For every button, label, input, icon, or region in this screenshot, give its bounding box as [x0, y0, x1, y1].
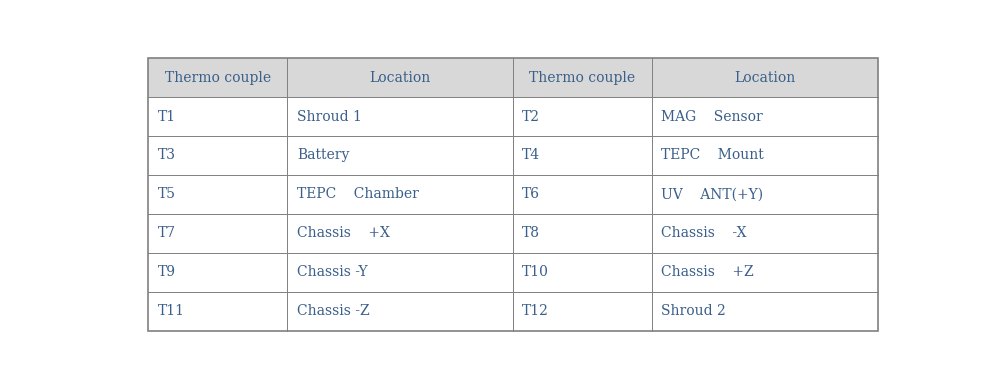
Text: Chassis    +Z: Chassis +Z [662, 265, 754, 280]
Text: Battery: Battery [296, 149, 349, 162]
Text: T8: T8 [523, 226, 541, 240]
Text: Chassis    -X: Chassis -X [662, 226, 747, 240]
Bar [514, 214, 652, 253]
Bar [148, 136, 287, 175]
Text: Chassis -Z: Chassis -Z [296, 304, 369, 318]
Text: UV    ANT(+Y): UV ANT(+Y) [662, 187, 764, 201]
Bar [652, 97, 878, 136]
Bar [652, 136, 878, 175]
Bar [514, 175, 652, 214]
Text: MAG    Sensor: MAG Sensor [662, 109, 763, 124]
Text: Thermo couple: Thermo couple [165, 70, 271, 85]
Text: Location: Location [369, 70, 430, 85]
Bar [514, 253, 652, 292]
Text: T2: T2 [523, 109, 541, 124]
Text: Shroud 2: Shroud 2 [662, 304, 726, 318]
Text: T10: T10 [523, 265, 550, 280]
Bar [514, 58, 652, 97]
Text: Chassis -Y: Chassis -Y [296, 265, 367, 280]
Text: T9: T9 [158, 265, 176, 280]
Text: T5: T5 [158, 187, 176, 201]
Bar [514, 292, 652, 331]
Text: T12: T12 [523, 304, 550, 318]
Text: T6: T6 [523, 187, 541, 201]
Bar [652, 175, 878, 214]
Text: Shroud 1: Shroud 1 [296, 109, 361, 124]
Bar [148, 58, 287, 97]
Bar [652, 253, 878, 292]
Text: TEPC    Chamber: TEPC Chamber [296, 187, 418, 201]
Bar [148, 292, 287, 331]
Bar [287, 214, 514, 253]
Text: TEPC    Mount: TEPC Mount [662, 149, 764, 162]
Text: T3: T3 [158, 149, 176, 162]
Bar [287, 136, 514, 175]
Bar [287, 97, 514, 136]
Bar [652, 292, 878, 331]
Text: T1: T1 [158, 109, 176, 124]
Bar [148, 253, 287, 292]
Text: T4: T4 [523, 149, 541, 162]
Bar [287, 253, 514, 292]
Text: T7: T7 [158, 226, 176, 240]
Bar [514, 136, 652, 175]
Bar [287, 292, 514, 331]
Bar [652, 58, 878, 97]
Text: T11: T11 [158, 304, 185, 318]
Bar [514, 97, 652, 136]
Text: Location: Location [735, 70, 796, 85]
Bar [652, 214, 878, 253]
Bar [287, 58, 514, 97]
Text: Chassis    +X: Chassis +X [296, 226, 389, 240]
Bar [148, 175, 287, 214]
Text: Thermo couple: Thermo couple [530, 70, 636, 85]
Bar [148, 214, 287, 253]
Bar [287, 175, 514, 214]
Bar [148, 97, 287, 136]
